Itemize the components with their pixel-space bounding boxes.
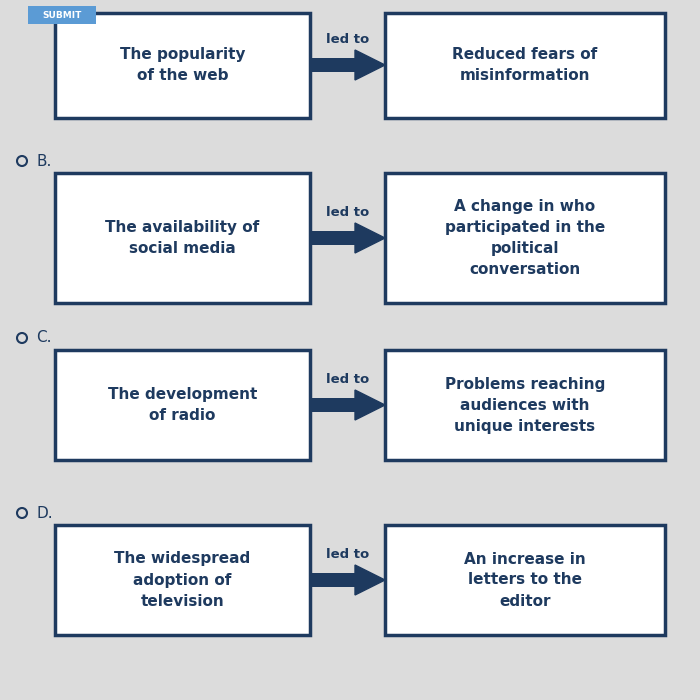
FancyBboxPatch shape [385,173,665,303]
FancyBboxPatch shape [28,6,96,24]
Polygon shape [355,50,385,80]
Text: SUBMIT: SUBMIT [42,10,82,20]
Text: D.: D. [36,505,52,521]
FancyBboxPatch shape [385,525,665,635]
Text: The popularity
of the web: The popularity of the web [120,47,245,83]
Text: Reduced fears of
misinformation: Reduced fears of misinformation [452,47,598,83]
Text: The widespread
adoption of
television: The widespread adoption of television [114,552,251,608]
FancyBboxPatch shape [55,350,310,460]
FancyBboxPatch shape [55,173,310,303]
FancyBboxPatch shape [310,58,355,72]
FancyBboxPatch shape [55,525,310,635]
Text: C.: C. [36,330,52,346]
FancyBboxPatch shape [385,13,665,118]
Text: led to: led to [326,206,369,219]
Text: The availability of
social media: The availability of social media [106,220,260,256]
Text: led to: led to [326,33,369,46]
Polygon shape [355,223,385,253]
Polygon shape [355,565,385,595]
Text: B.: B. [36,153,51,169]
Text: The development
of radio: The development of radio [108,387,257,423]
FancyBboxPatch shape [310,398,355,412]
Text: An increase in
letters to the
editor: An increase in letters to the editor [464,552,586,608]
Text: A change in who
participated in the
political
conversation: A change in who participated in the poli… [445,199,605,277]
FancyBboxPatch shape [385,350,665,460]
FancyBboxPatch shape [310,231,355,245]
Text: led to: led to [326,548,369,561]
Text: Problems reaching
audiences with
unique interests: Problems reaching audiences with unique … [444,377,606,433]
FancyBboxPatch shape [55,13,310,118]
Polygon shape [355,390,385,420]
Text: led to: led to [326,373,369,386]
FancyBboxPatch shape [310,573,355,587]
